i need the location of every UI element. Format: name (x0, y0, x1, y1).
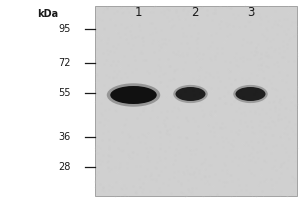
Text: 55: 55 (58, 88, 70, 98)
Text: 3: 3 (247, 6, 254, 20)
Text: 1: 1 (134, 6, 142, 20)
Text: 95: 95 (58, 24, 70, 34)
Ellipse shape (110, 86, 157, 104)
Text: 36: 36 (58, 132, 70, 142)
Text: 72: 72 (58, 58, 70, 68)
Ellipse shape (176, 87, 206, 101)
Text: kDa: kDa (38, 9, 58, 19)
Text: 28: 28 (58, 162, 70, 172)
Ellipse shape (107, 83, 160, 107)
Ellipse shape (173, 85, 208, 103)
Text: 2: 2 (191, 6, 199, 20)
Ellipse shape (236, 87, 266, 101)
Ellipse shape (233, 85, 268, 103)
FancyBboxPatch shape (94, 6, 297, 196)
